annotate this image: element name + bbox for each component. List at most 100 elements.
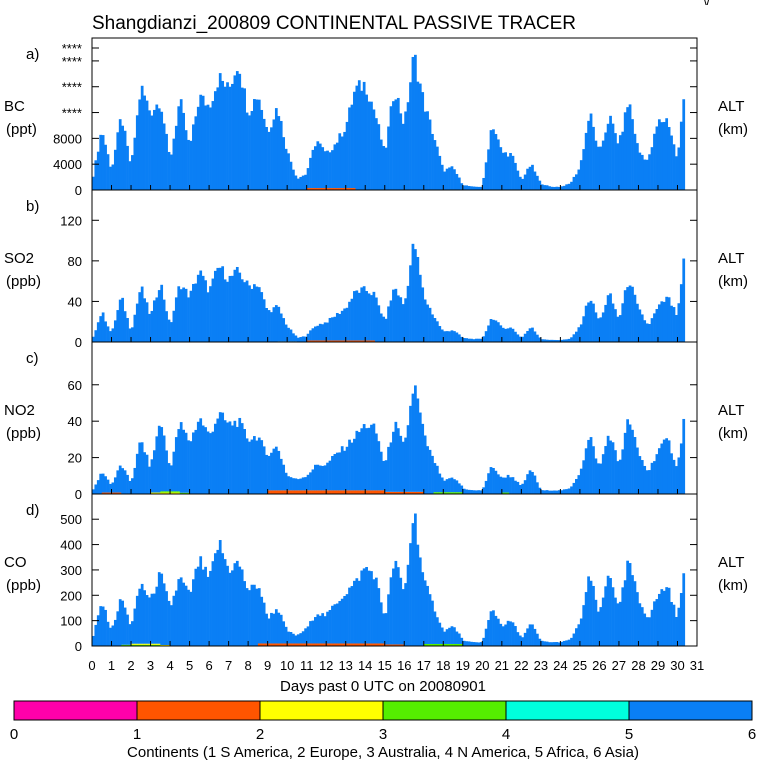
bar-asia [157, 290, 161, 342]
bar-europe [350, 490, 354, 494]
bar-asia [138, 292, 142, 342]
bar-asia [189, 140, 193, 190]
bar-asia [553, 490, 556, 494]
bar-asia [155, 297, 159, 342]
bar-asia [123, 130, 127, 190]
bar-asia [218, 412, 222, 494]
bar-asia [592, 446, 595, 494]
bar-europe [104, 492, 107, 494]
bar-europe [323, 490, 327, 494]
bar-asia [618, 135, 622, 190]
bar-asia [477, 338, 481, 342]
bar-asia [633, 581, 637, 646]
x-tick-label: 29 [651, 658, 665, 673]
bar-asia [333, 316, 337, 341]
bar-asia [370, 424, 373, 491]
bar-asia [140, 442, 144, 494]
bar-europe [365, 490, 368, 494]
bar-europe [314, 340, 317, 342]
bar-asia [448, 167, 451, 190]
bar-asia [255, 588, 259, 646]
bar-asia [282, 318, 286, 342]
bar-europe [267, 643, 271, 646]
bar-asia [567, 338, 571, 342]
bar-asia [104, 609, 107, 646]
bar-asia [533, 628, 537, 646]
bar-n-america [179, 492, 183, 494]
bar-asia [401, 304, 405, 342]
x-tick-label: 24 [553, 658, 567, 673]
bar-asia [455, 631, 459, 644]
bar-asia [509, 477, 512, 494]
bar-asia [279, 120, 283, 190]
bar-asia [531, 624, 534, 646]
bar-asia [382, 460, 386, 491]
bar-europe [267, 490, 271, 494]
bar-australia [140, 643, 144, 645]
bar-n-america [428, 643, 432, 646]
bar-asia [123, 470, 127, 494]
bar-europe [282, 643, 286, 646]
bar-asia [479, 338, 483, 342]
bar-asia [638, 309, 642, 342]
bar-asia [167, 319, 171, 342]
bar-asia [670, 305, 673, 342]
bar-asia [187, 139, 190, 190]
bar-asia [648, 154, 651, 190]
bar-asia [540, 490, 544, 494]
bar-asia [309, 472, 312, 491]
bar-asia [523, 480, 527, 494]
bar-asia [479, 642, 483, 646]
bar-asia [518, 176, 522, 190]
bar-asia [335, 452, 339, 491]
bar-asia [155, 436, 159, 493]
y-tick-label: 0 [75, 487, 82, 502]
bar-asia [562, 489, 566, 494]
bar-asia [150, 459, 154, 493]
bar-asia [270, 312, 273, 342]
bar-asia [648, 470, 651, 494]
bar-asia [306, 474, 310, 491]
bar-australia [167, 644, 171, 646]
bar-asia [135, 303, 139, 342]
bar-asia [143, 452, 146, 494]
bar-asia [521, 178, 525, 190]
bar-europe [326, 643, 329, 646]
bar-asia [99, 316, 103, 342]
bar-asia [409, 405, 412, 492]
bar-europe [272, 490, 276, 494]
bar-asia [138, 442, 142, 494]
bar-asia [150, 310, 154, 342]
bar-asia [128, 328, 132, 342]
bar-asia [379, 139, 383, 190]
bar-asia [370, 295, 373, 341]
bar-asia [172, 451, 176, 492]
bar-asia [482, 637, 486, 646]
y-tick-label: 40 [68, 414, 82, 429]
bar-asia [267, 618, 271, 644]
x-tick-label: 10 [280, 658, 294, 673]
bar-asia [248, 590, 251, 646]
bar-asia [182, 287, 185, 342]
bar-europe [262, 643, 266, 646]
bar-n-america [440, 492, 444, 494]
bar-asia [355, 85, 359, 190]
bar-asia [277, 116, 281, 190]
bar-asia [418, 274, 422, 342]
bar-asia [289, 477, 293, 491]
bar-asia [187, 297, 190, 342]
bar-asia [348, 439, 351, 491]
bar-asia [409, 543, 412, 646]
bar-asia [289, 632, 293, 644]
bar-australia [160, 644, 164, 646]
bar-europe [353, 188, 356, 190]
bar-asia [167, 151, 171, 190]
bar-australia [155, 643, 159, 645]
y-tick-label: 0 [75, 183, 82, 198]
bar-asia [353, 438, 356, 491]
bar-asia [599, 317, 603, 342]
bar-europe [357, 340, 361, 342]
bar-europe [348, 490, 351, 494]
bar-asia [101, 606, 105, 646]
bar-europe [392, 644, 395, 646]
